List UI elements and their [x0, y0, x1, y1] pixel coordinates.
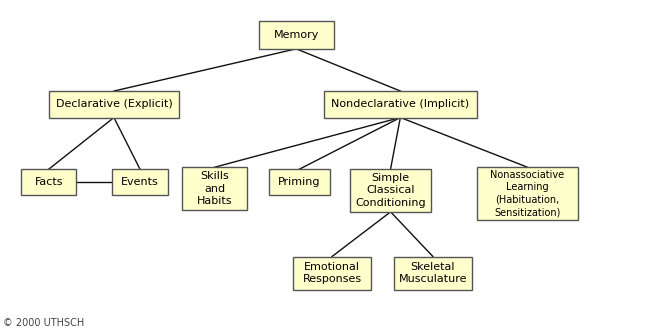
- Text: Declarative (Explicit): Declarative (Explicit): [55, 99, 173, 109]
- FancyBboxPatch shape: [324, 91, 477, 118]
- Text: Facts: Facts: [35, 177, 63, 187]
- Text: Priming: Priming: [278, 177, 321, 187]
- FancyBboxPatch shape: [259, 21, 334, 49]
- Text: Nonassociative
Learning
(Habituation,
Sensitization): Nonassociative Learning (Habituation, Se…: [490, 170, 564, 217]
- FancyBboxPatch shape: [269, 169, 331, 195]
- FancyBboxPatch shape: [182, 167, 247, 210]
- FancyBboxPatch shape: [293, 257, 371, 290]
- Text: © 2000 UTHSCH: © 2000 UTHSCH: [3, 318, 85, 328]
- Text: Events: Events: [121, 177, 159, 187]
- Text: Skeletal
Musculature: Skeletal Musculature: [398, 262, 467, 284]
- FancyBboxPatch shape: [49, 91, 179, 118]
- FancyBboxPatch shape: [21, 169, 77, 195]
- Text: Simple
Classical
Conditioning: Simple Classical Conditioning: [355, 173, 426, 208]
- FancyBboxPatch shape: [350, 169, 431, 212]
- Text: Skills
and
Habits: Skills and Habits: [197, 171, 232, 206]
- Text: Emotional
Responses: Emotional Responses: [303, 262, 361, 284]
- FancyBboxPatch shape: [112, 169, 168, 195]
- FancyBboxPatch shape: [394, 257, 472, 290]
- Text: Memory: Memory: [273, 30, 319, 40]
- Text: Nondeclarative (Implicit): Nondeclarative (Implicit): [331, 99, 469, 109]
- FancyBboxPatch shape: [477, 167, 578, 220]
